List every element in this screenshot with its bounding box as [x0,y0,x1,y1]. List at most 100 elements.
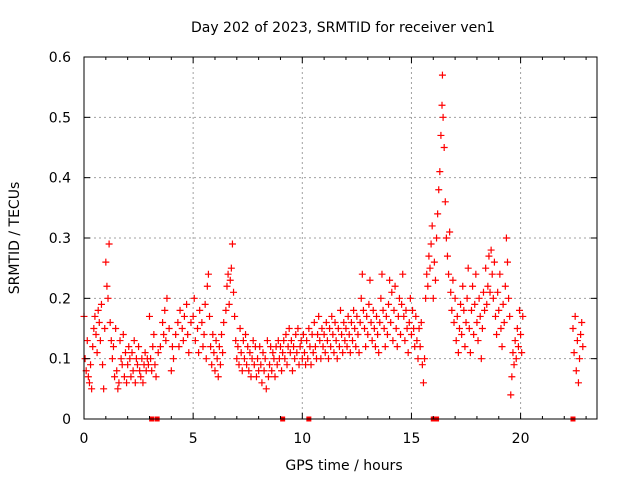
data-point [89,343,97,351]
data-point [485,252,493,260]
data-point [239,337,247,345]
data-point [487,246,495,254]
data-point [457,300,465,308]
data-point [316,337,324,345]
data-point [162,337,170,345]
data-point [332,337,340,345]
data-point [569,325,577,332]
data-point [218,331,226,339]
data-point [102,258,110,266]
data-point [423,270,431,278]
data-point [570,349,578,357]
data-point [278,367,286,375]
data-point [315,312,323,320]
data-point [246,349,254,357]
data-point [174,318,182,326]
data-point [366,276,374,284]
y-tick-label: 0.3 [49,231,71,247]
data-point [228,240,236,248]
data-point [324,355,332,363]
data-point [137,373,145,381]
data-point [334,325,342,332]
data-point [207,343,215,351]
data-point [383,331,391,339]
data-point [256,343,264,351]
data-point [413,337,421,345]
data-point [355,349,363,357]
data-point [370,325,378,332]
data-point [401,337,409,345]
data-point [435,186,443,194]
data-point [85,379,93,387]
data-point [214,373,222,381]
data-point [168,343,176,351]
data-point [103,282,111,290]
data-point [514,343,522,351]
data-point [459,282,467,290]
data-point [506,312,514,320]
data-point [346,349,354,357]
data-point [421,355,429,363]
data-point [500,318,508,326]
data-point [100,385,108,393]
data-point [367,318,375,326]
data-point [260,367,268,375]
data-point [475,294,483,302]
data-point [337,306,344,314]
data-point [579,343,587,351]
data-point [318,325,326,332]
data-point [258,379,266,387]
data-point [340,318,348,326]
data-point [206,312,214,320]
data-point [96,337,104,345]
data-point [83,337,91,345]
data-point [386,276,394,284]
data-point [287,337,295,345]
data-point [345,331,353,339]
data-point [245,367,253,375]
data-point [300,349,308,357]
data-point [296,343,304,351]
data-point [268,367,276,375]
data-point [493,331,501,339]
data-point [191,337,199,345]
data-point [496,270,504,278]
data-point [350,306,358,314]
data-point [294,325,302,332]
data-point [409,306,417,314]
data-point [233,355,241,363]
data-point [399,270,407,278]
data-point [476,312,484,320]
data-point [106,318,114,326]
data-point [369,306,377,314]
data-point [501,282,509,290]
data-point [364,331,372,339]
data-point [222,306,230,314]
data-point [111,373,119,381]
data-point [405,318,413,326]
data-point [91,312,99,320]
data-point [203,282,211,290]
data-point [264,373,272,381]
data-point [105,240,113,248]
data-point [373,312,381,320]
data-point [483,300,491,308]
data-point [93,349,101,357]
data-point [299,331,307,339]
data-point [335,343,343,351]
data-point [402,306,410,314]
y-tick-label: 0 [62,412,71,428]
data-point [242,331,250,339]
data-point [447,288,455,296]
data-point [466,349,474,357]
y-tick-label: 0.5 [49,110,71,126]
data-point [329,331,337,339]
data-point [491,312,499,320]
data-point [495,306,503,314]
data-point [471,300,479,308]
data-point [225,300,233,308]
data-point [230,288,238,296]
data-point [117,355,125,363]
data-point [465,325,473,332]
data-point [314,331,322,339]
